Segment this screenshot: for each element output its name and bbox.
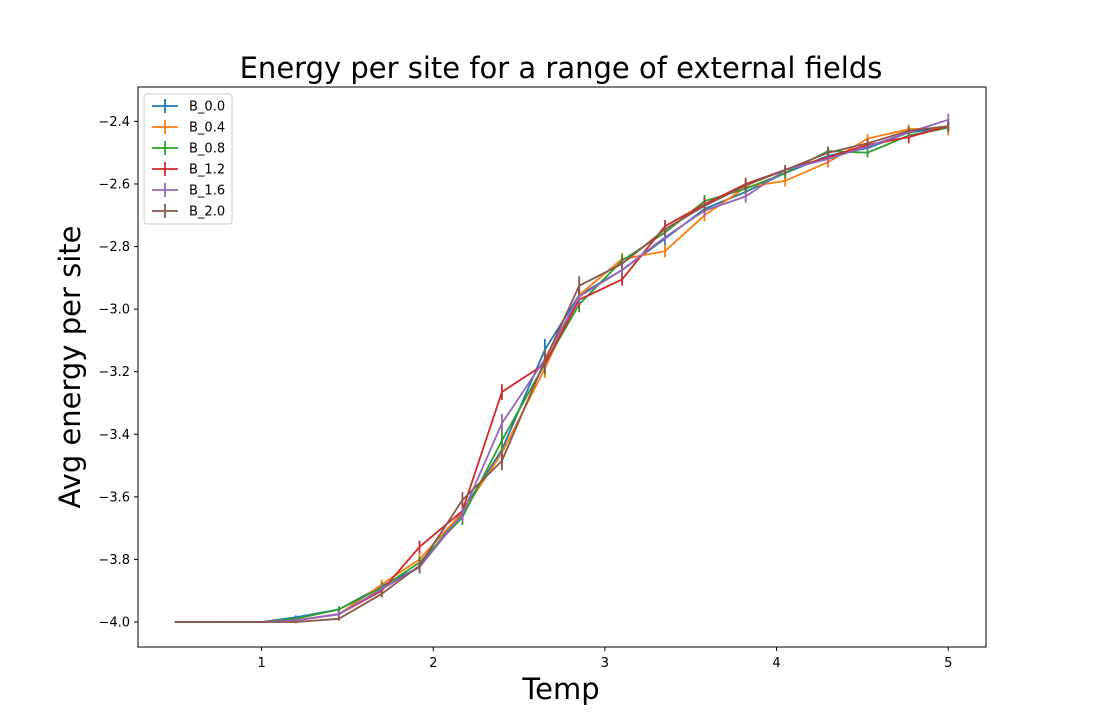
plot-frame: [137, 86, 987, 648]
y-tick-label: −2.8: [98, 240, 130, 255]
y-tick-label: −3.0: [98, 303, 130, 318]
x-tick-label: 5: [944, 656, 952, 671]
y-tick-label: −2.6: [98, 177, 130, 192]
legend-entries: B_0.0 B_0.4 B_0.8 B_1.2 B_1.6 B_2.0: [152, 99, 225, 220]
plot-area: [174, 113, 950, 624]
series-B_2.0: [174, 121, 950, 624]
legend-entry: B_0.4: [152, 120, 225, 136]
series-line: [175, 125, 949, 623]
y-tick-label: −2.4: [98, 115, 130, 130]
x-tick-label: 2: [429, 656, 437, 671]
legend-label: B_2.0: [189, 205, 225, 220]
legend-entry: B_2.0: [152, 204, 225, 220]
x-tick-label: 1: [257, 656, 265, 671]
legend-label: B_1.6: [189, 184, 225, 199]
legend-entry: B_1.6: [152, 183, 225, 199]
y-tick-label: −3.8: [98, 553, 130, 568]
legend-label: B_0.8: [189, 142, 225, 157]
legend: B_0.0 B_0.4 B_0.8 B_1.2 B_1.6 B_2.0: [143, 93, 233, 225]
x-axis: 1 2 3 4 5: [257, 647, 952, 671]
legend-label: B_1.2: [189, 163, 225, 178]
legend-entry: B_0.8: [152, 141, 225, 157]
y-tick-label: −3.6: [98, 490, 130, 505]
legend-entry: B_1.2: [152, 162, 225, 178]
legend-label: B_0.0: [189, 100, 225, 115]
legend-label: B_0.4: [189, 121, 225, 136]
y-tick-label: −4.0: [98, 615, 130, 630]
y-tick-label: −3.4: [98, 428, 130, 443]
y-axis-label: Avg energy per site: [53, 226, 87, 509]
chart-title: Energy per site for a range of external …: [240, 51, 883, 85]
y-axis: −4.0 −3.8 −3.6 −3.4 −3.2 −3.0 −2.8 −2.6 −2.4: [98, 115, 138, 630]
series-line: [175, 118, 949, 623]
y-tick-label: −3.2: [98, 365, 130, 380]
x-tick-label: 3: [601, 656, 609, 671]
x-tick-label: 4: [772, 656, 780, 671]
x-axis-label: Temp: [521, 672, 599, 706]
legend-entry: B_0.0: [152, 99, 225, 115]
